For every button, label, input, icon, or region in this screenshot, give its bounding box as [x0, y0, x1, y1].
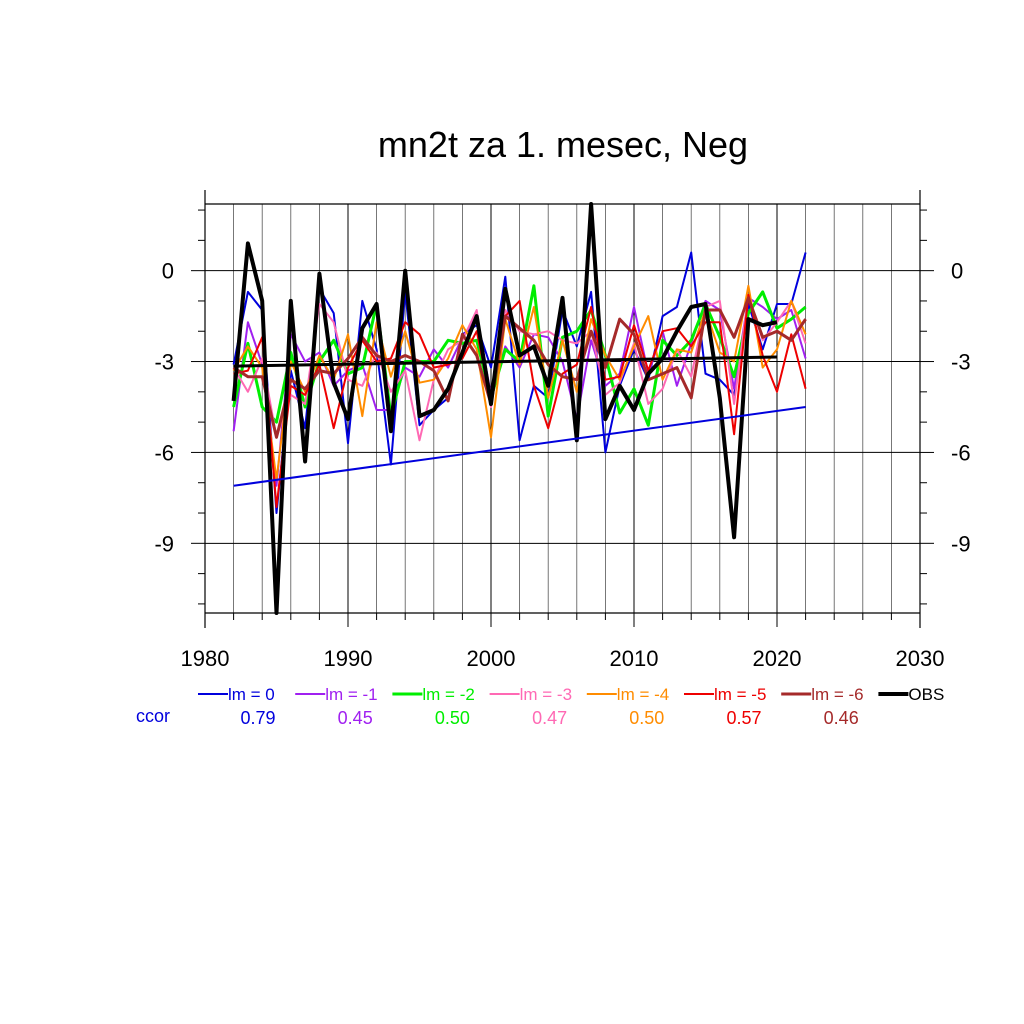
trend-line	[233, 405, 806, 487]
ccor-value: 0.50	[629, 708, 664, 728]
y-tick-label: 0	[162, 259, 174, 284]
ccor-value: 0.46	[824, 708, 859, 728]
y-tick-label: -3	[154, 350, 174, 375]
legend-label: OBS	[908, 685, 944, 704]
x-tick-label: 2010	[610, 646, 659, 671]
legend: lm = 0 0.79 lm = -1 0.45 lm = -2 0.50 lm = -3 0…	[136, 685, 944, 728]
grid	[204, 204, 921, 613]
series-line-lm-0	[232, 251, 807, 514]
plot-area	[231, 202, 807, 615]
legend-label: lm = -3	[520, 685, 572, 704]
x-tick-label: 2020	[753, 646, 802, 671]
axes: 1980 1990 2000 2010 2020 2030 0 0 -3 -3 -6 -6 -9 -9	[154, 190, 971, 671]
ccor-value: 0.79	[240, 708, 275, 728]
legend-label: lm = -4	[617, 685, 669, 704]
x-tick-label: 1980	[181, 646, 230, 671]
y-tick-label-right: -3	[951, 350, 971, 375]
ccor-value: 0.47	[532, 708, 567, 728]
x-tick-label: 1990	[324, 646, 373, 671]
series-line-lm-3	[232, 293, 807, 442]
x-tick-label: 2030	[896, 646, 945, 671]
legend-label: lm = 0	[228, 685, 275, 704]
chart-title: mn2t za 1. mesec, Neg	[378, 124, 748, 165]
ccor-value: 0.57	[726, 708, 761, 728]
legend-label: lm = -5	[714, 685, 766, 704]
y-tick-label: -6	[154, 440, 174, 465]
legend-label: lm = -2	[422, 685, 474, 704]
trend-line	[233, 355, 778, 368]
legend-label: lm = -1	[325, 685, 377, 704]
y-tick-label-right: -9	[951, 531, 971, 556]
y-tick-label-right: -6	[951, 440, 971, 465]
x-tick-label: 2000	[467, 646, 516, 671]
series-line-obs	[231, 202, 778, 615]
legend-label: lm = -6	[811, 685, 863, 704]
ccor-value: 0.50	[435, 708, 470, 728]
y-tick-label-right: 0	[951, 259, 963, 284]
ccor-label: ccor	[136, 706, 170, 726]
y-tick-label: -9	[154, 531, 174, 556]
series-line-lm-6	[232, 296, 807, 439]
ccor-value: 0.45	[338, 708, 373, 728]
